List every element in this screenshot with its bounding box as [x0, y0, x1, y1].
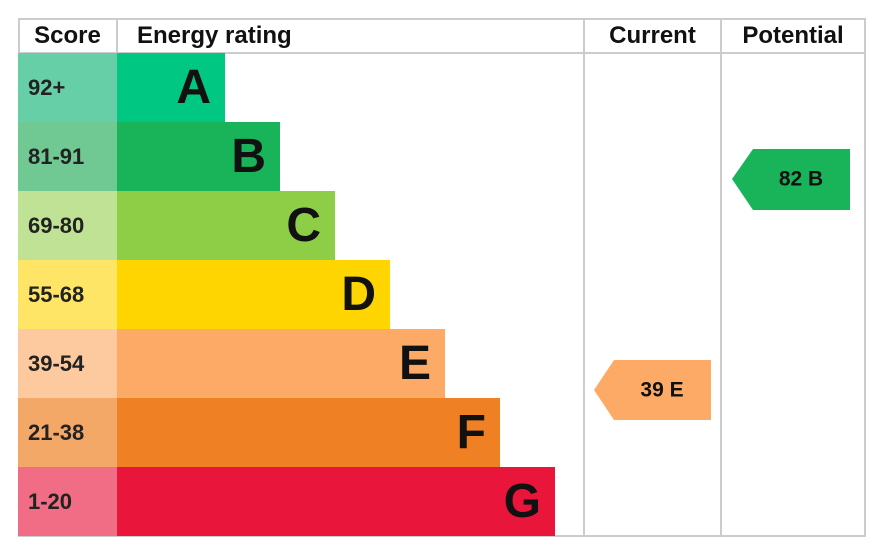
- rating-band: D: [117, 260, 390, 329]
- current-arrow: [594, 360, 711, 420]
- score-range: 1-20: [18, 467, 117, 536]
- rating-band: G: [117, 467, 555, 536]
- rating-band: B: [117, 122, 280, 191]
- border: [18, 535, 866, 537]
- score-range: 81-91: [18, 122, 117, 191]
- current-rating: 39 E: [640, 379, 683, 402]
- rating-band: C: [117, 191, 335, 260]
- border: [18, 18, 866, 20]
- potential-rating: 82 B: [779, 168, 823, 191]
- border: [116, 18, 118, 53]
- score-range: 21-38: [18, 398, 117, 467]
- header-potential: Potential: [742, 21, 844, 49]
- potential-arrow: [732, 149, 850, 210]
- rating-band: E: [117, 329, 445, 398]
- rating-band: A: [117, 53, 225, 122]
- border: [583, 18, 585, 537]
- score-range: 92+: [18, 53, 117, 122]
- border: [864, 18, 866, 537]
- border: [18, 52, 866, 54]
- score-range: 55-68: [18, 260, 117, 329]
- border: [720, 18, 722, 537]
- score-range: 69-80: [18, 191, 117, 260]
- score-range: 39-54: [18, 329, 117, 398]
- header-energy-rating: Energy rating: [137, 21, 292, 49]
- rating-band: F: [117, 398, 500, 467]
- header-score: Score: [34, 21, 101, 49]
- header-current: Current: [609, 21, 696, 49]
